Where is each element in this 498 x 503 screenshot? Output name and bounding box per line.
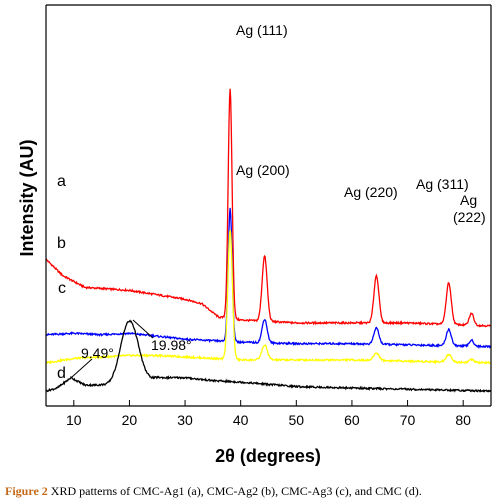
curve-label-c: c <box>58 280 66 297</box>
curves-group <box>45 88 492 393</box>
figure-caption: Figure 2 XRD patterns of CMC-Ag1 (a), CM… <box>5 484 497 499</box>
peak-label-ag222-b: (222) <box>453 209 486 225</box>
pointer-19-98 <box>132 319 154 339</box>
peak-label-ag311: Ag (311) <box>416 176 469 192</box>
pointer-9-49 <box>71 358 93 378</box>
peak-label-9-49: 9.49° <box>81 345 114 361</box>
x-tick-label-80: 80 <box>455 412 471 428</box>
x-axis-title: 2θ (degrees) <box>215 446 321 466</box>
xrd-curve-b <box>45 207 492 349</box>
curve-label-a: a <box>57 173 66 190</box>
x-ticks-group: 10 20 30 40 50 60 70 80 <box>66 400 471 428</box>
xrd-curve-c <box>45 229 492 365</box>
xrd-curve-d <box>45 319 492 393</box>
caption-figure-number: Figure 2 <box>5 484 48 498</box>
curve-label-d: d <box>57 365 66 382</box>
x-tick-label-60: 60 <box>344 412 360 428</box>
x-tick-label-30: 30 <box>177 412 193 428</box>
xrd-curve-a <box>45 88 492 328</box>
x-tick-label-40: 40 <box>233 412 249 428</box>
x-tick-label-70: 70 <box>400 412 416 428</box>
peak-label-19-98: 19.98° <box>151 337 192 353</box>
curve-label-b: b <box>57 235 66 252</box>
peak-label-ag222-a: Ag <box>460 192 477 208</box>
x-tick-label-50: 50 <box>289 412 305 428</box>
peak-label-ag200: Ag (200) <box>236 162 290 178</box>
caption-text: XRD patterns of CMC-Ag1 (a), CMC-Ag2 (b)… <box>47 484 422 498</box>
y-axis-title: Intensity (AU) <box>17 139 37 256</box>
xrd-chart: 10 20 30 40 50 60 70 80 2θ (degrees) Intensity … <box>17 4 492 466</box>
peak-label-ag111: Ag (111) <box>236 22 288 38</box>
x-tick-label-10: 10 <box>66 412 82 428</box>
peak-label-ag220: Ag (220) <box>344 184 398 200</box>
x-tick-label-20: 20 <box>122 412 138 428</box>
